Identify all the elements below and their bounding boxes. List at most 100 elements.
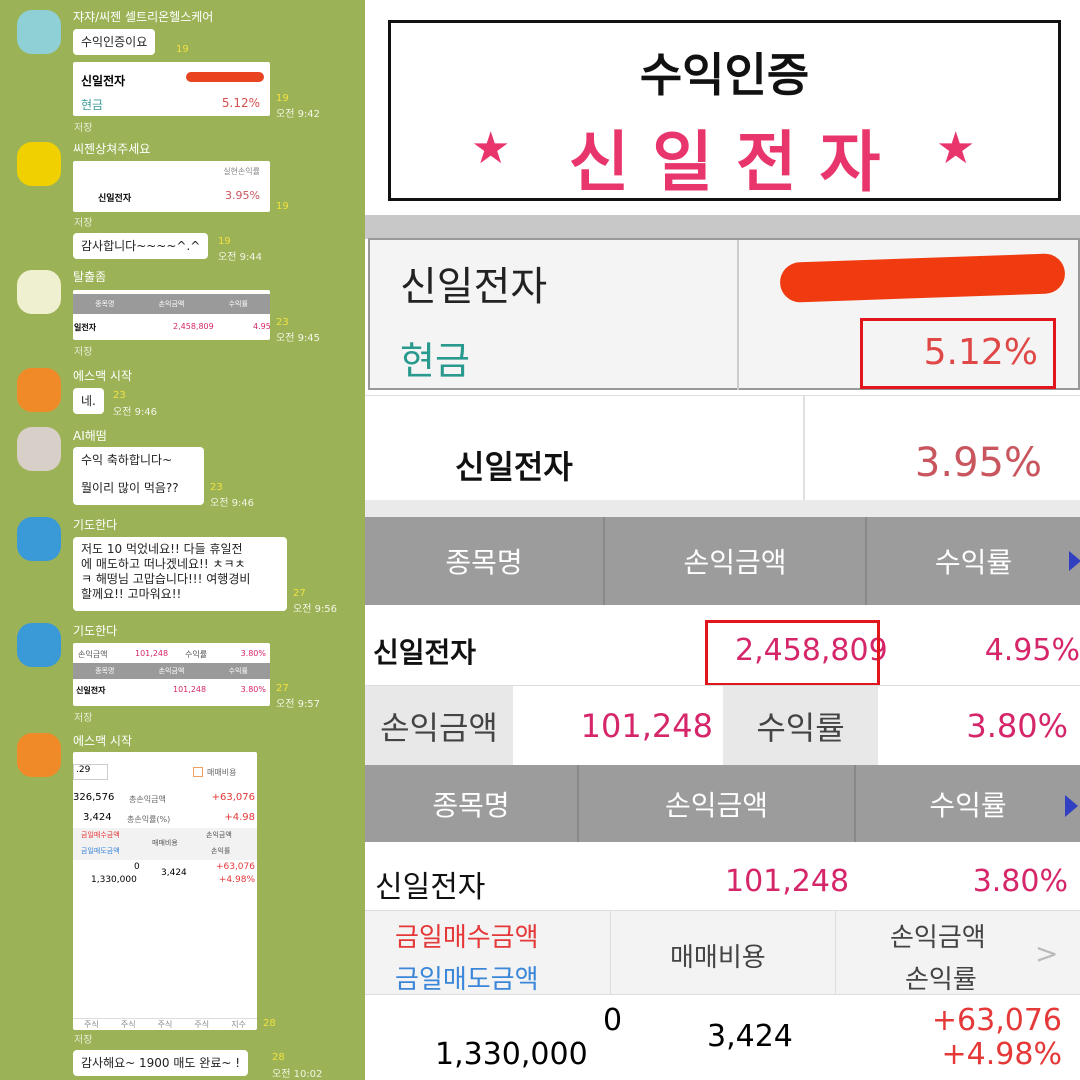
label: 수익률 [185,650,208,659]
avatar-character[interactable] [17,733,61,777]
avatar-character[interactable] [17,270,61,314]
banner-subtitle: 신 일 전 자 [568,124,881,201]
tab[interactable]: 주식 [120,1020,136,1029]
tab[interactable]: 주식 [194,1020,210,1029]
save-link[interactable]: 저장 [74,347,93,358]
message-line: 뭘이리 많이 먹음?? [81,481,179,495]
image-message[interactable]: 신일전자 현금 5.12% [73,62,270,116]
sender-name: 씨젠상쳐주세요 [73,142,151,156]
column-header: 종목명 [365,765,579,842]
rate-label: 손익률 [905,965,977,995]
column-header: 손익금액 [579,765,856,842]
fee-label: 매매비용 [670,943,766,973]
value: 326,576 [73,792,115,803]
column-header: 수익률 [929,788,1007,822]
unread-count: 19 [218,236,231,247]
stock-name: 신일전자 [455,448,573,486]
value: 0 [134,862,140,872]
timestamp: 오전 9:46 [113,407,158,418]
unread-count: 28 [263,1018,276,1029]
save-link[interactable]: 저장 [74,1035,93,1046]
avatar-character[interactable] [17,142,61,186]
value: 1,330,000 [91,875,137,885]
save-link[interactable]: 저장 [74,123,93,134]
table-header: 종목명 손익금액 수익률 [365,765,1080,842]
rate: 3.80% [240,685,266,694]
scroll-right-icon[interactable] [1069,551,1080,571]
label: 금일매수금액 [81,831,120,839]
avatar-duck[interactable] [17,623,61,667]
profit-amount: 101,248 [725,864,850,899]
fee: 3,424 [707,1019,793,1054]
column-header: 종목명 [95,667,115,675]
rate: 4.95 [253,322,270,331]
highlight-box [705,620,880,686]
column-header: 수익률 [228,667,248,675]
message-line: ㅋ 해떵님 고맙습니다!!! 여행경비 [81,572,251,586]
stock-name: 신일전자 [400,264,548,310]
avatar-duck[interactable] [17,517,61,561]
holding-card: 신일전자 현금 5.12% [368,238,1080,390]
column-header: 손익금액 [605,517,867,605]
unread-count: 19 [276,201,289,212]
profit-label: 손익금액 [890,923,986,953]
return-rate: 3.80% [966,707,1068,745]
sender-name: 에스맥 시작 [73,734,133,748]
profit-amount: 2,458,809 [735,633,888,668]
unread-count: 23 [113,390,126,401]
avatar-photo[interactable] [17,427,61,471]
unread-count: 28 [272,1052,285,1063]
return-rate: 4.95% [984,633,1080,668]
sell-amount-label: 금일매도금액 [395,965,539,995]
table-row[interactable]: 신일전자 2,458,809 4.95% [365,605,1080,685]
return-rate: 5.12% [923,332,1038,373]
label: 손익률 [211,847,231,855]
return-rate: +4.98% [941,1037,1062,1072]
cash-label: 현금 [81,98,104,112]
tab[interactable]: 주식 [157,1020,173,1029]
highlight-box [860,318,1056,389]
rate: 3.80% [240,649,266,658]
save-link[interactable]: 저장 [74,713,93,724]
date-select[interactable]: .29 [73,764,108,780]
stock-name: 일전자 [74,323,97,332]
message-bubble: 수익인증이요 [73,29,156,55]
unread-count: 27 [293,588,306,599]
detail-header: 금일매수금액 금일매도금액 매매비용 손익금액 손익률 > [365,910,1080,996]
avatar-character[interactable] [17,368,61,412]
chevron-right-icon[interactable]: > [1035,937,1059,970]
checkbox-icon[interactable] [193,767,203,777]
stock-name: 신일전자 [76,686,106,695]
profit-amount: +63,076 [931,1003,1062,1038]
label: 손익금액 [365,686,513,766]
scroll-right-icon[interactable] [1065,795,1078,817]
unread-count: 19 [176,44,189,55]
realized-card: 신일전자 3.95% [365,395,1080,501]
column-header: 수익률 [934,546,1013,579]
value: +63,076 [211,792,255,803]
timestamp: 오전 9:45 [276,333,321,344]
table-row[interactable]: 신일전자 101,248 3.80% [365,842,1080,910]
buy-amount: 0 [603,1003,623,1038]
sender-name: 기도한다 [73,518,118,532]
buy-amount-label: 금일매수금액 [395,923,539,953]
unread-count: 23 [210,482,223,493]
tab[interactable]: 주식 [84,1020,99,1029]
stock-name: 신일전자 [375,870,486,905]
banner-title: 수익인증 [639,48,810,102]
timestamp: 오전 10:02 [272,1069,323,1080]
image-message[interactable]: 종목명 손익금액 수익률 일전자 2,458,809 4.95 [73,290,270,340]
image-message[interactable]: .29 매매비용 326,576 총손익금액 +63,076 3,424 총손익… [73,752,257,1030]
star-icon: ★ [936,123,976,174]
amount: 101,248 [135,649,169,658]
save-link[interactable]: 저장 [74,218,93,229]
tab[interactable]: 지수 [231,1020,246,1029]
sender-name: 쟈쟈/씨젠 셀트리온헬스케어 [73,10,214,24]
rate: 5.12% [221,96,260,110]
column-header: 실현손익률 [223,167,260,176]
avatar-peach[interactable] [17,10,61,54]
image-message[interactable]: 실현손익률 신일전자 3.95% [73,161,270,212]
return-rate: 3.80% [972,864,1068,899]
proof-panel: 수익인증 ★ 신 일 전 자 ★ 신일전자 현금 5.12% 신일전자 3.95… [365,0,1080,1080]
image-message[interactable]: 손익금액 101,248 수익률 3.80% 종목명 손익금액 수익률 신일전자… [73,643,270,706]
